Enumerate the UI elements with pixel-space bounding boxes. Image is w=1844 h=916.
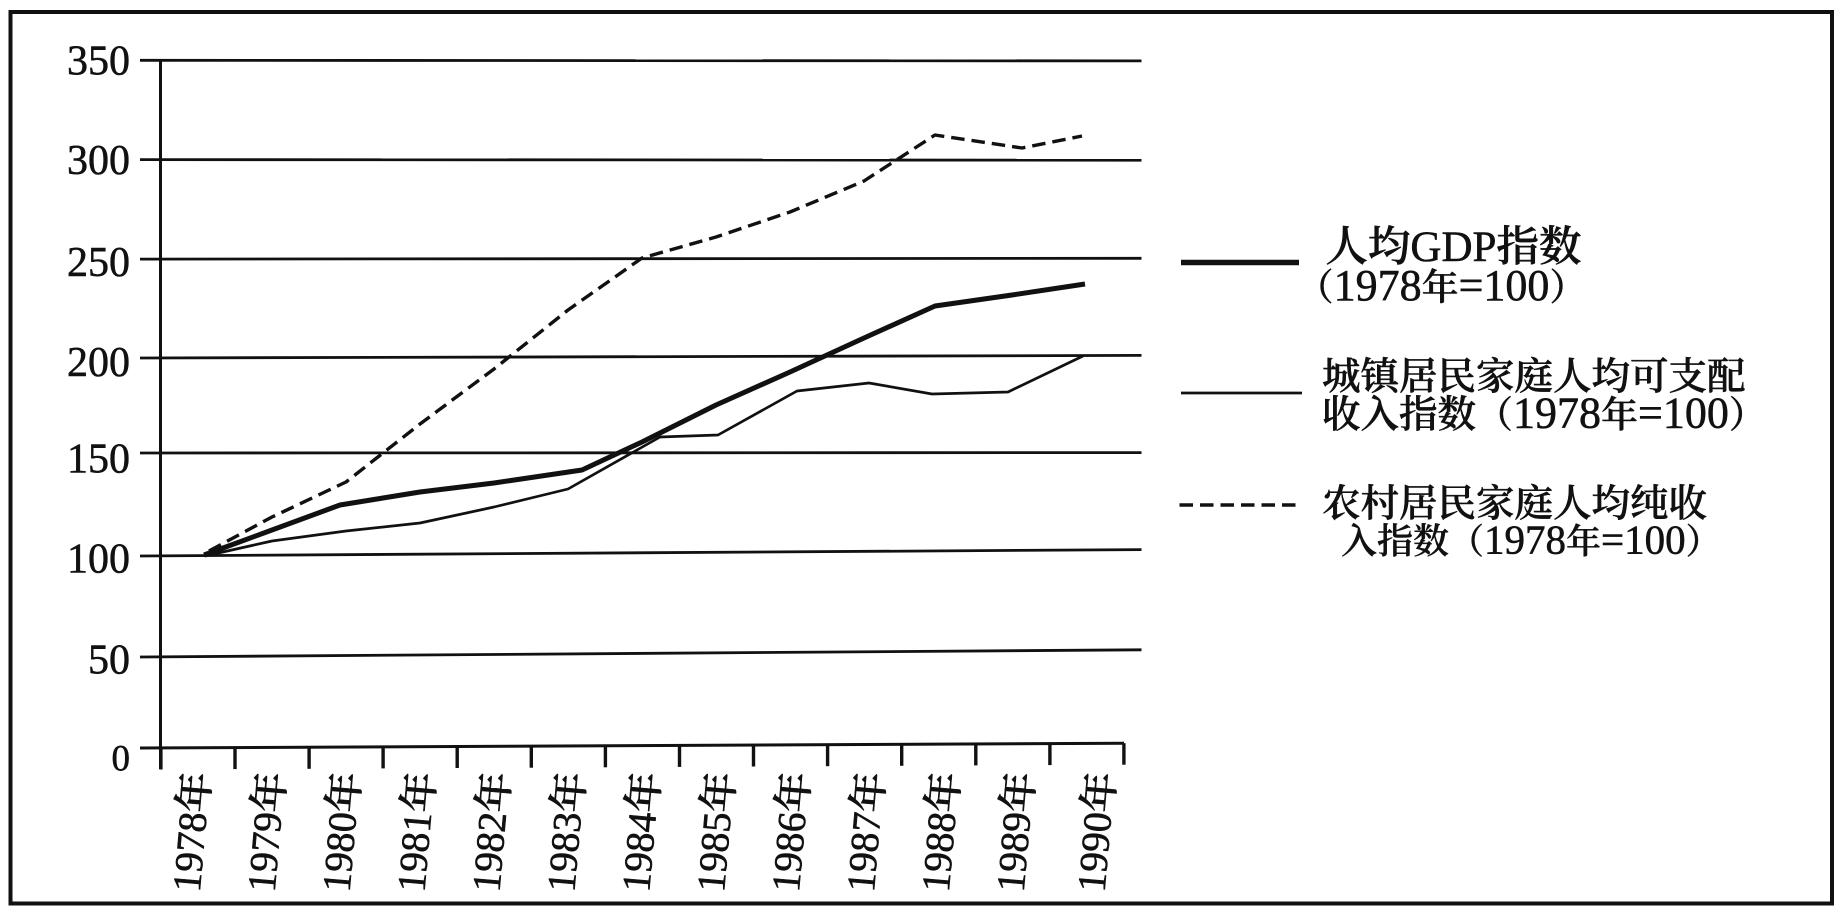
svg-text:1985: 1985 [688, 810, 740, 894]
svg-text:1988: 1988 [913, 810, 965, 894]
svg-text:1982: 1982 [463, 810, 515, 894]
svg-text:1978: 1978 [1513, 389, 1601, 438]
svg-text:50: 50 [88, 637, 130, 683]
svg-text:0: 0 [112, 739, 131, 780]
svg-text:=100: =100 [1638, 389, 1729, 438]
svg-text:1990: 1990 [1069, 810, 1121, 894]
svg-text:150: 150 [67, 436, 130, 482]
svg-text:1984: 1984 [613, 810, 665, 894]
svg-text:=100: =100 [1459, 261, 1550, 310]
svg-text:250: 250 [67, 240, 130, 286]
svg-text:1978: 1978 [164, 810, 216, 894]
svg-text:1987: 1987 [838, 810, 890, 894]
svg-text:1980: 1980 [314, 810, 366, 894]
svg-text:1986: 1986 [763, 810, 815, 894]
svg-text:1983: 1983 [538, 810, 590, 894]
svg-text:100: 100 [67, 536, 130, 582]
svg-text:300: 300 [67, 138, 130, 184]
svg-text:1978: 1978 [1334, 261, 1422, 310]
svg-text:GDP: GDP [1410, 224, 1496, 271]
svg-text:=100: =100 [1601, 517, 1686, 563]
svg-text:1978: 1978 [1484, 517, 1566, 563]
svg-text:1979: 1979 [239, 810, 291, 894]
svg-text:200: 200 [67, 340, 130, 386]
svg-text:350: 350 [67, 38, 130, 84]
svg-text:1989: 1989 [988, 810, 1040, 894]
svg-text:1981: 1981 [389, 810, 441, 894]
